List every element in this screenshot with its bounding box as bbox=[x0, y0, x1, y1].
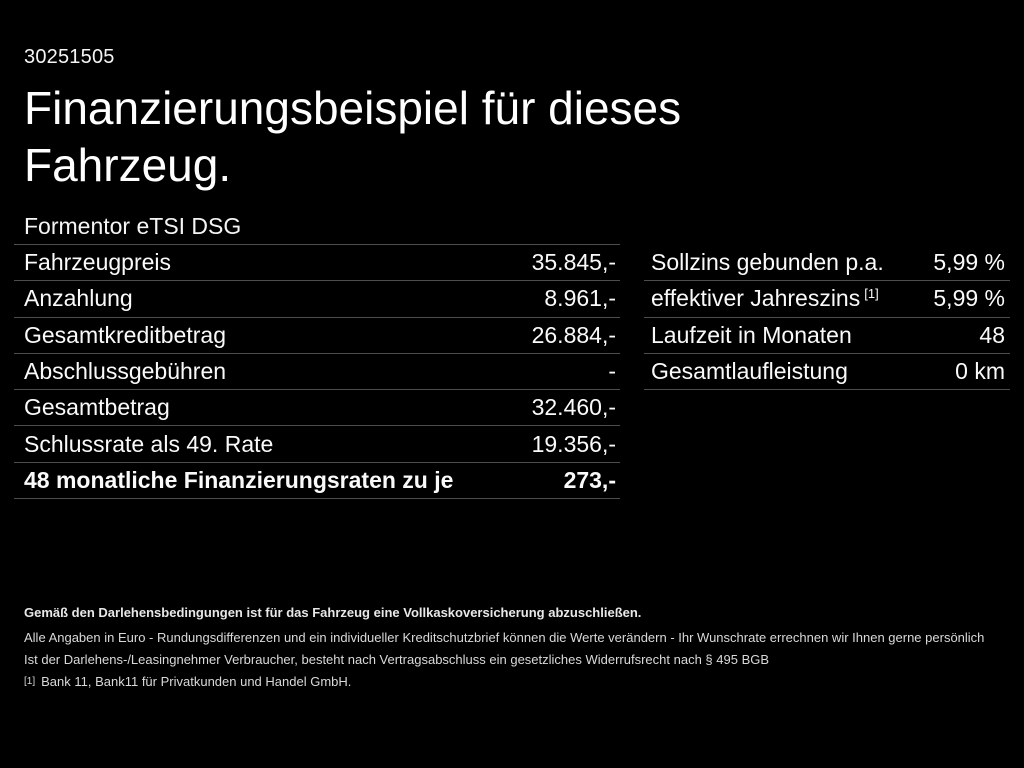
row-value: 5,99 % bbox=[933, 285, 1005, 312]
row-label: Gesamtlaufleistung bbox=[651, 357, 848, 384]
row-label: Abschlussgebühren bbox=[24, 357, 227, 384]
table-row-gesamtbetrag: Gesamtbetrag 32.460,- bbox=[14, 389, 620, 425]
table-row-fahrzeugpreis: Fahrzeugpreis 35.845,- bbox=[14, 244, 620, 280]
financing-table: Fahrzeugpreis 35.845,- Anzahlung 8.961,-… bbox=[14, 244, 620, 499]
table-row-monatsraten: 48 monatliche Finanzierungsraten zu je 2… bbox=[14, 461, 620, 498]
footnote-marker: [1] bbox=[24, 676, 36, 687]
row-value: 32.460,- bbox=[531, 394, 616, 421]
vehicle-model: Formentor eTSI DSG bbox=[24, 213, 242, 239]
row-label: Laufzeit in Monaten bbox=[651, 321, 852, 348]
row-label: Gesamtbetrag bbox=[24, 394, 170, 421]
page-title-line2: Fahrzeug. bbox=[24, 139, 232, 191]
table-row-anzahlung: Anzahlung 8.961,- bbox=[14, 280, 620, 316]
disclaimer-insurance: Gemäß den Darlehensbedingungen ist für d… bbox=[24, 605, 642, 620]
row-value: 26.884,- bbox=[531, 321, 616, 348]
row-label: Anzahlung bbox=[24, 285, 133, 312]
row-value: 273,- bbox=[563, 466, 616, 493]
table-row-gesamtlaufleistung: Gesamtlaufleistung 0 km bbox=[644, 352, 1010, 389]
table-row-laufzeit: Laufzeit in Monaten 48 bbox=[644, 316, 1010, 353]
footnote-ref-icon: [1] bbox=[864, 286, 879, 302]
row-value: 48 bbox=[979, 321, 1005, 348]
row-label: effektiver Jahreszins [1] bbox=[651, 285, 879, 312]
table-row-schlussrate: Schlussrate als 49. Rate 19.356,- bbox=[14, 425, 620, 461]
page-title-line1: Finanzierungsbeispiel für dieses bbox=[24, 82, 682, 134]
offer-number: 30251505 bbox=[24, 46, 115, 68]
table-row-sollzins: Sollzins gebunden p.a. 5,99 % bbox=[644, 244, 1010, 280]
table-row-effektiver-jahreszins: effektiver Jahreszins [1] 5,99 % bbox=[644, 280, 1010, 316]
row-value: - bbox=[608, 357, 616, 384]
row-value: 0 km bbox=[955, 357, 1005, 384]
disclaimer-widerrufsrecht: Ist der Darlehens-/Leasingnehmer Verbrau… bbox=[24, 651, 770, 667]
row-label: Gesamtkreditbetrag bbox=[24, 321, 226, 348]
row-label: 48 monatliche Finanzierungsraten zu je bbox=[24, 466, 454, 493]
conditions-table: Sollzins gebunden p.a. 5,99 % effektiver… bbox=[644, 244, 1010, 391]
row-label: Sollzins gebunden p.a. bbox=[651, 248, 884, 275]
row-label: Fahrzeugpreis bbox=[24, 249, 172, 276]
table-row-abschlussgebuehren: Abschlussgebühren - bbox=[14, 352, 620, 389]
footnote-text: Bank 11, Bank11 für Privatkunden und Han… bbox=[41, 674, 352, 689]
row-value: 19.356,- bbox=[531, 430, 616, 457]
row-value: 35.845,- bbox=[531, 249, 616, 276]
table-row-gesamtkreditbetrag: Gesamtkreditbetrag 26.884,- bbox=[14, 316, 620, 353]
row-value: 5,99 % bbox=[933, 248, 1005, 275]
page-title: Finanzierungsbeispiel für dieses Fahrzeu… bbox=[24, 80, 681, 194]
footnote-bank: [1] Bank 11, Bank11 für Privatkunden und … bbox=[24, 674, 351, 689]
disclaimer-euro-note: Alle Angaben in Euro - Rundungsdifferenz… bbox=[24, 630, 985, 645]
row-value: 8.961,- bbox=[544, 285, 616, 312]
row-label: Schlussrate als 49. Rate bbox=[24, 430, 274, 457]
